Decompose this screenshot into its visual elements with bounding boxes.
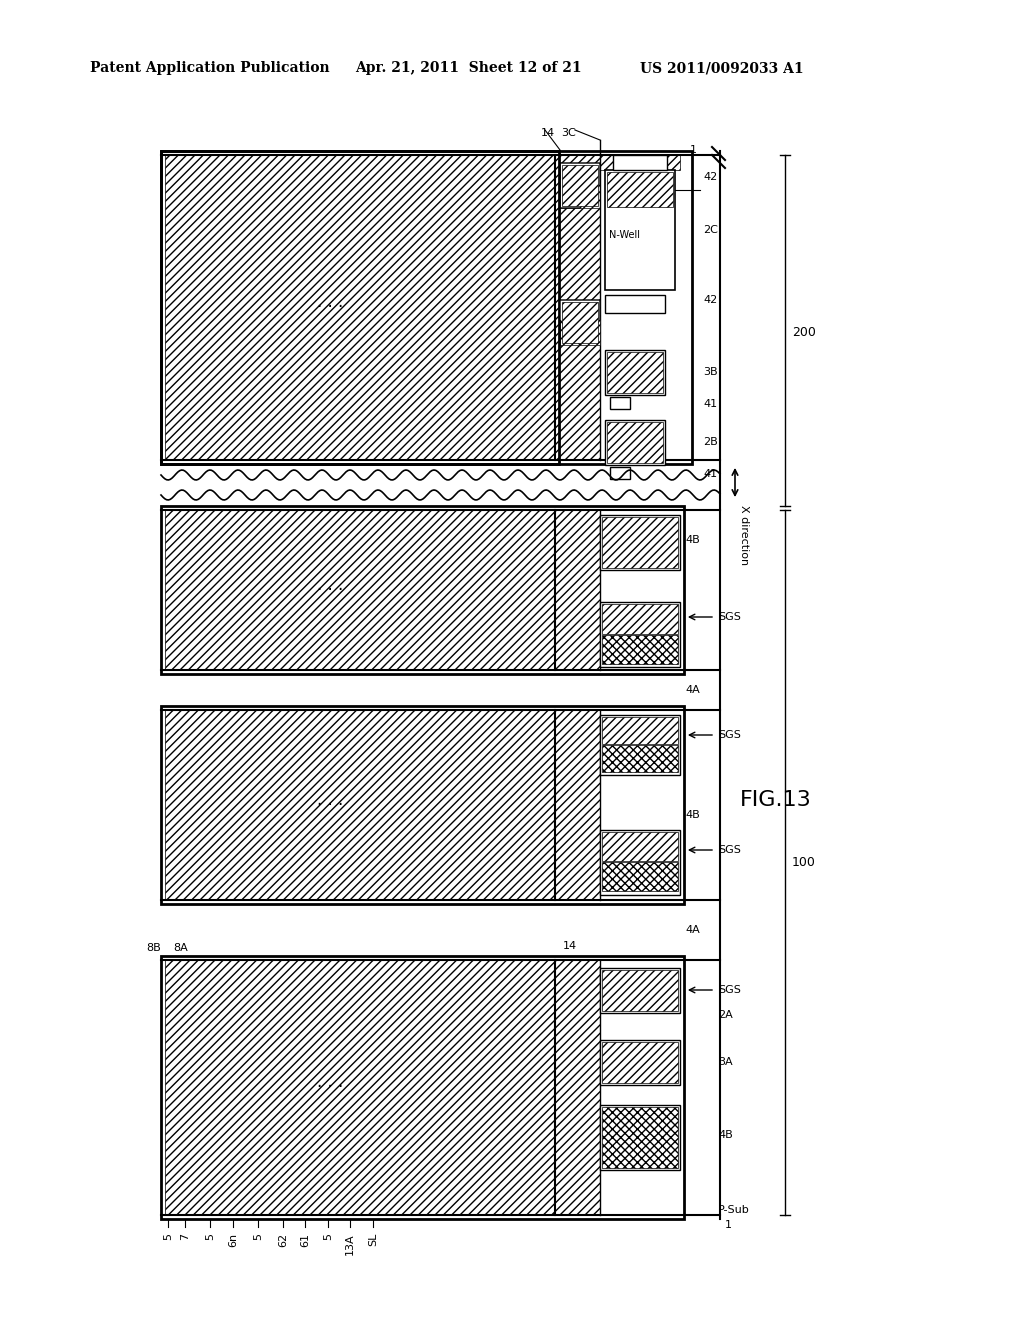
Text: SGS: SGS (718, 985, 741, 995)
Bar (600, 830, 680, 895)
Text: 41: 41 (703, 469, 717, 479)
Text: 4B: 4B (685, 535, 699, 545)
Text: 8A: 8A (173, 942, 187, 953)
Text: N-Well: N-Well (609, 230, 640, 240)
Text: 3B: 3B (703, 367, 718, 378)
Text: 8B: 8B (146, 942, 161, 953)
Bar (602, 717, 678, 744)
Text: 4B: 4B (718, 1130, 733, 1140)
Bar (605, 350, 665, 395)
Bar (602, 832, 678, 861)
Text: SL: SL (368, 1233, 378, 1246)
Bar (562, 165, 598, 206)
Bar (555, 154, 600, 459)
Text: 2C: 2C (703, 224, 718, 235)
Text: P-Sub: P-Sub (718, 1205, 750, 1214)
Polygon shape (560, 300, 600, 345)
Bar (560, 300, 600, 345)
Text: · · ·: · · · (316, 796, 343, 814)
Bar (602, 635, 678, 664)
Bar (600, 715, 680, 775)
Bar (610, 467, 630, 479)
Bar (165, 510, 555, 671)
Text: FIG.13: FIG.13 (740, 789, 812, 810)
Text: 62: 62 (278, 1233, 288, 1247)
Text: 42: 42 (703, 172, 717, 182)
Bar (600, 1040, 680, 1085)
Bar (613, 154, 667, 170)
Text: · · ·: · · · (316, 298, 343, 315)
Text: 61: 61 (300, 1233, 310, 1247)
Bar (607, 210, 673, 285)
Text: US 2011/0092033 A1: US 2011/0092033 A1 (640, 61, 804, 75)
Bar (165, 154, 555, 459)
Bar (607, 422, 663, 463)
Text: 3A: 3A (718, 1057, 732, 1067)
Bar (161, 150, 559, 465)
Bar (600, 602, 680, 667)
Bar (605, 170, 675, 290)
Text: 5: 5 (323, 1233, 333, 1239)
Bar (602, 1041, 678, 1082)
Bar (607, 172, 673, 207)
Bar (605, 294, 665, 313)
Text: 13A: 13A (345, 1233, 355, 1254)
Bar (602, 605, 678, 634)
Bar (161, 150, 692, 465)
Bar (602, 862, 678, 891)
Text: SGS: SGS (718, 612, 741, 622)
Text: 2B: 2B (703, 437, 718, 447)
Text: 14: 14 (563, 941, 578, 950)
Text: Patent Application Publication: Patent Application Publication (90, 61, 330, 75)
Text: 42: 42 (703, 294, 717, 305)
Text: X direction: X direction (739, 506, 749, 565)
Text: 1: 1 (690, 145, 697, 154)
Bar (165, 710, 555, 900)
Bar (161, 956, 684, 1218)
Bar (607, 352, 663, 393)
Text: SGS: SGS (718, 730, 741, 741)
Bar (600, 154, 680, 170)
Text: Apr. 21, 2011  Sheet 12 of 21: Apr. 21, 2011 Sheet 12 of 21 (355, 61, 582, 75)
Text: 4B: 4B (685, 810, 699, 820)
Bar (555, 960, 600, 1214)
Bar (602, 1107, 678, 1168)
Polygon shape (560, 162, 600, 209)
Bar (602, 970, 678, 1011)
Bar (600, 1105, 680, 1170)
Text: 4A: 4A (685, 925, 699, 935)
Text: · · ·: · · · (316, 1078, 343, 1096)
Bar (555, 510, 600, 671)
Bar (600, 968, 680, 1012)
Bar (605, 420, 665, 465)
Bar (602, 744, 678, 772)
Bar (165, 960, 555, 1214)
Bar (610, 397, 630, 409)
Text: · · ·: · · · (316, 581, 343, 599)
Text: 2A: 2A (718, 1010, 733, 1020)
Text: 5: 5 (205, 1233, 215, 1239)
Bar (600, 515, 680, 570)
Text: 1: 1 (725, 1220, 732, 1230)
Text: 200: 200 (792, 326, 816, 338)
Bar (161, 706, 684, 904)
Text: 100: 100 (792, 855, 816, 869)
Bar (560, 162, 600, 209)
Text: 5: 5 (253, 1233, 263, 1239)
Bar (602, 517, 678, 568)
Text: 14: 14 (541, 128, 555, 139)
Text: SGS: SGS (718, 845, 741, 855)
Text: 5: 5 (163, 1233, 173, 1239)
Text: 6n: 6n (228, 1233, 238, 1247)
Text: 41: 41 (703, 399, 717, 409)
Bar (555, 710, 600, 900)
Text: 3C: 3C (561, 128, 575, 139)
Bar (562, 302, 598, 343)
Text: 4A: 4A (685, 685, 699, 696)
Bar (161, 506, 684, 675)
Text: 7: 7 (180, 1233, 190, 1239)
